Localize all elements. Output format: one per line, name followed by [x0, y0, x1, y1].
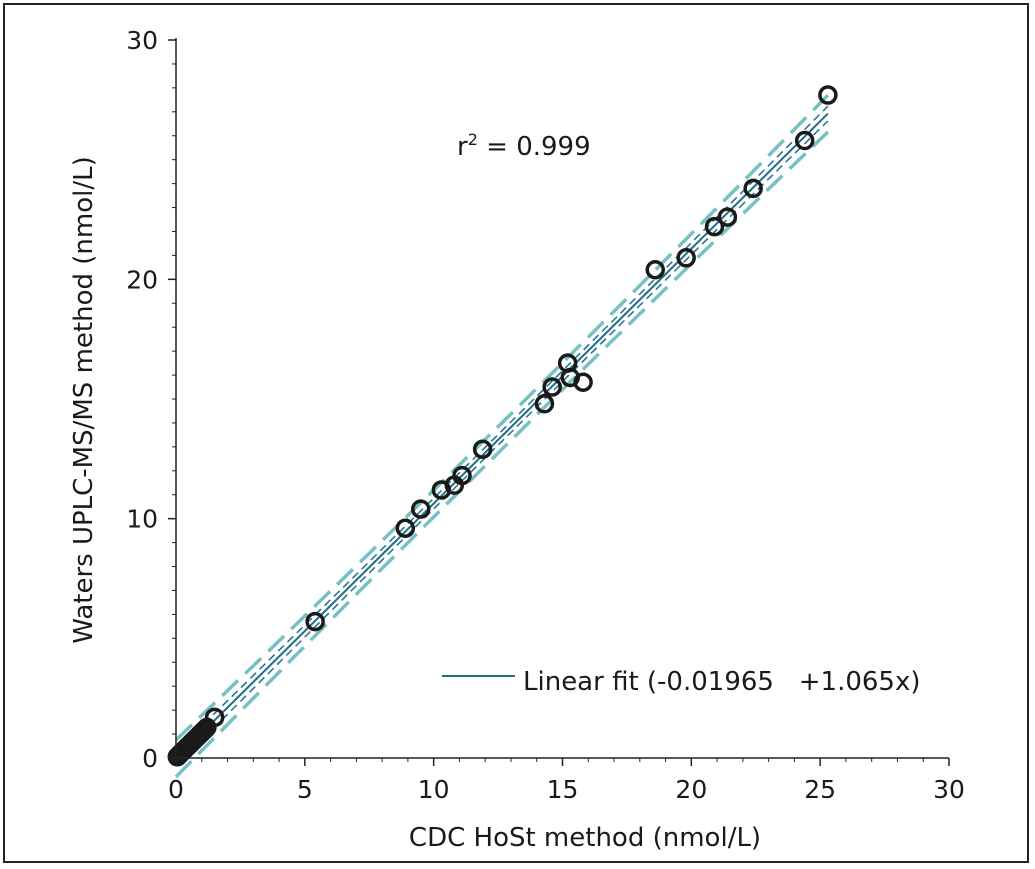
data-point [534, 394, 555, 414]
x-tick-label: 15 [547, 775, 579, 804]
r-squared-annotation: r2 = 0.999 [457, 130, 591, 162]
data-point [704, 216, 725, 237]
legend-label: Linear fit (-0.01965 +1.065x) [523, 667, 921, 697]
data-point [452, 465, 472, 486]
data-point [794, 130, 815, 151]
data-point [395, 518, 416, 538]
x-tick-label: 0 [168, 775, 184, 804]
data-point [411, 499, 431, 519]
x-tick-label: 10 [418, 775, 450, 804]
data-point [573, 372, 593, 392]
data-point [717, 207, 738, 227]
axes: 0 5 10 15 20 25 30 0 10 20 30 [126, 26, 965, 804]
data-point [542, 377, 562, 397]
y-axis-title: Waters UPLC-MS/MS method (nmol/L) [69, 156, 99, 643]
x-tick-label: 30 [933, 775, 965, 804]
data-point [676, 248, 696, 268]
prediction-band-line [174, 93, 830, 742]
confidence-bands [174, 93, 830, 779]
data-point [743, 178, 763, 199]
x-tick-label: 20 [675, 775, 707, 804]
data-points [167, 85, 838, 767]
x-axis-title: CDC HoSt method (nmol/L) [409, 823, 761, 853]
y-tick-label: 30 [126, 26, 158, 55]
data-point [645, 260, 666, 280]
data-point [204, 707, 225, 728]
data-point [305, 611, 325, 632]
r-squared-base: r [457, 132, 468, 162]
y-tick-label: 20 [126, 265, 158, 294]
y-tick-label: 0 [142, 744, 158, 773]
x-tick-label: 25 [804, 775, 836, 804]
x-tick-label: 5 [297, 775, 313, 804]
legend: Linear fit (-0.01965 +1.065x) [442, 667, 921, 697]
prediction-band-line [174, 130, 830, 779]
confidence-band-line [175, 120, 829, 767]
confidence-band-line [175, 105, 829, 752]
data-point [818, 85, 838, 105]
r-squared-superscript: 2 [468, 130, 478, 149]
r-squared-value: = 0.999 [478, 132, 591, 162]
y-tick-label: 10 [126, 505, 158, 534]
data-point [472, 439, 493, 460]
